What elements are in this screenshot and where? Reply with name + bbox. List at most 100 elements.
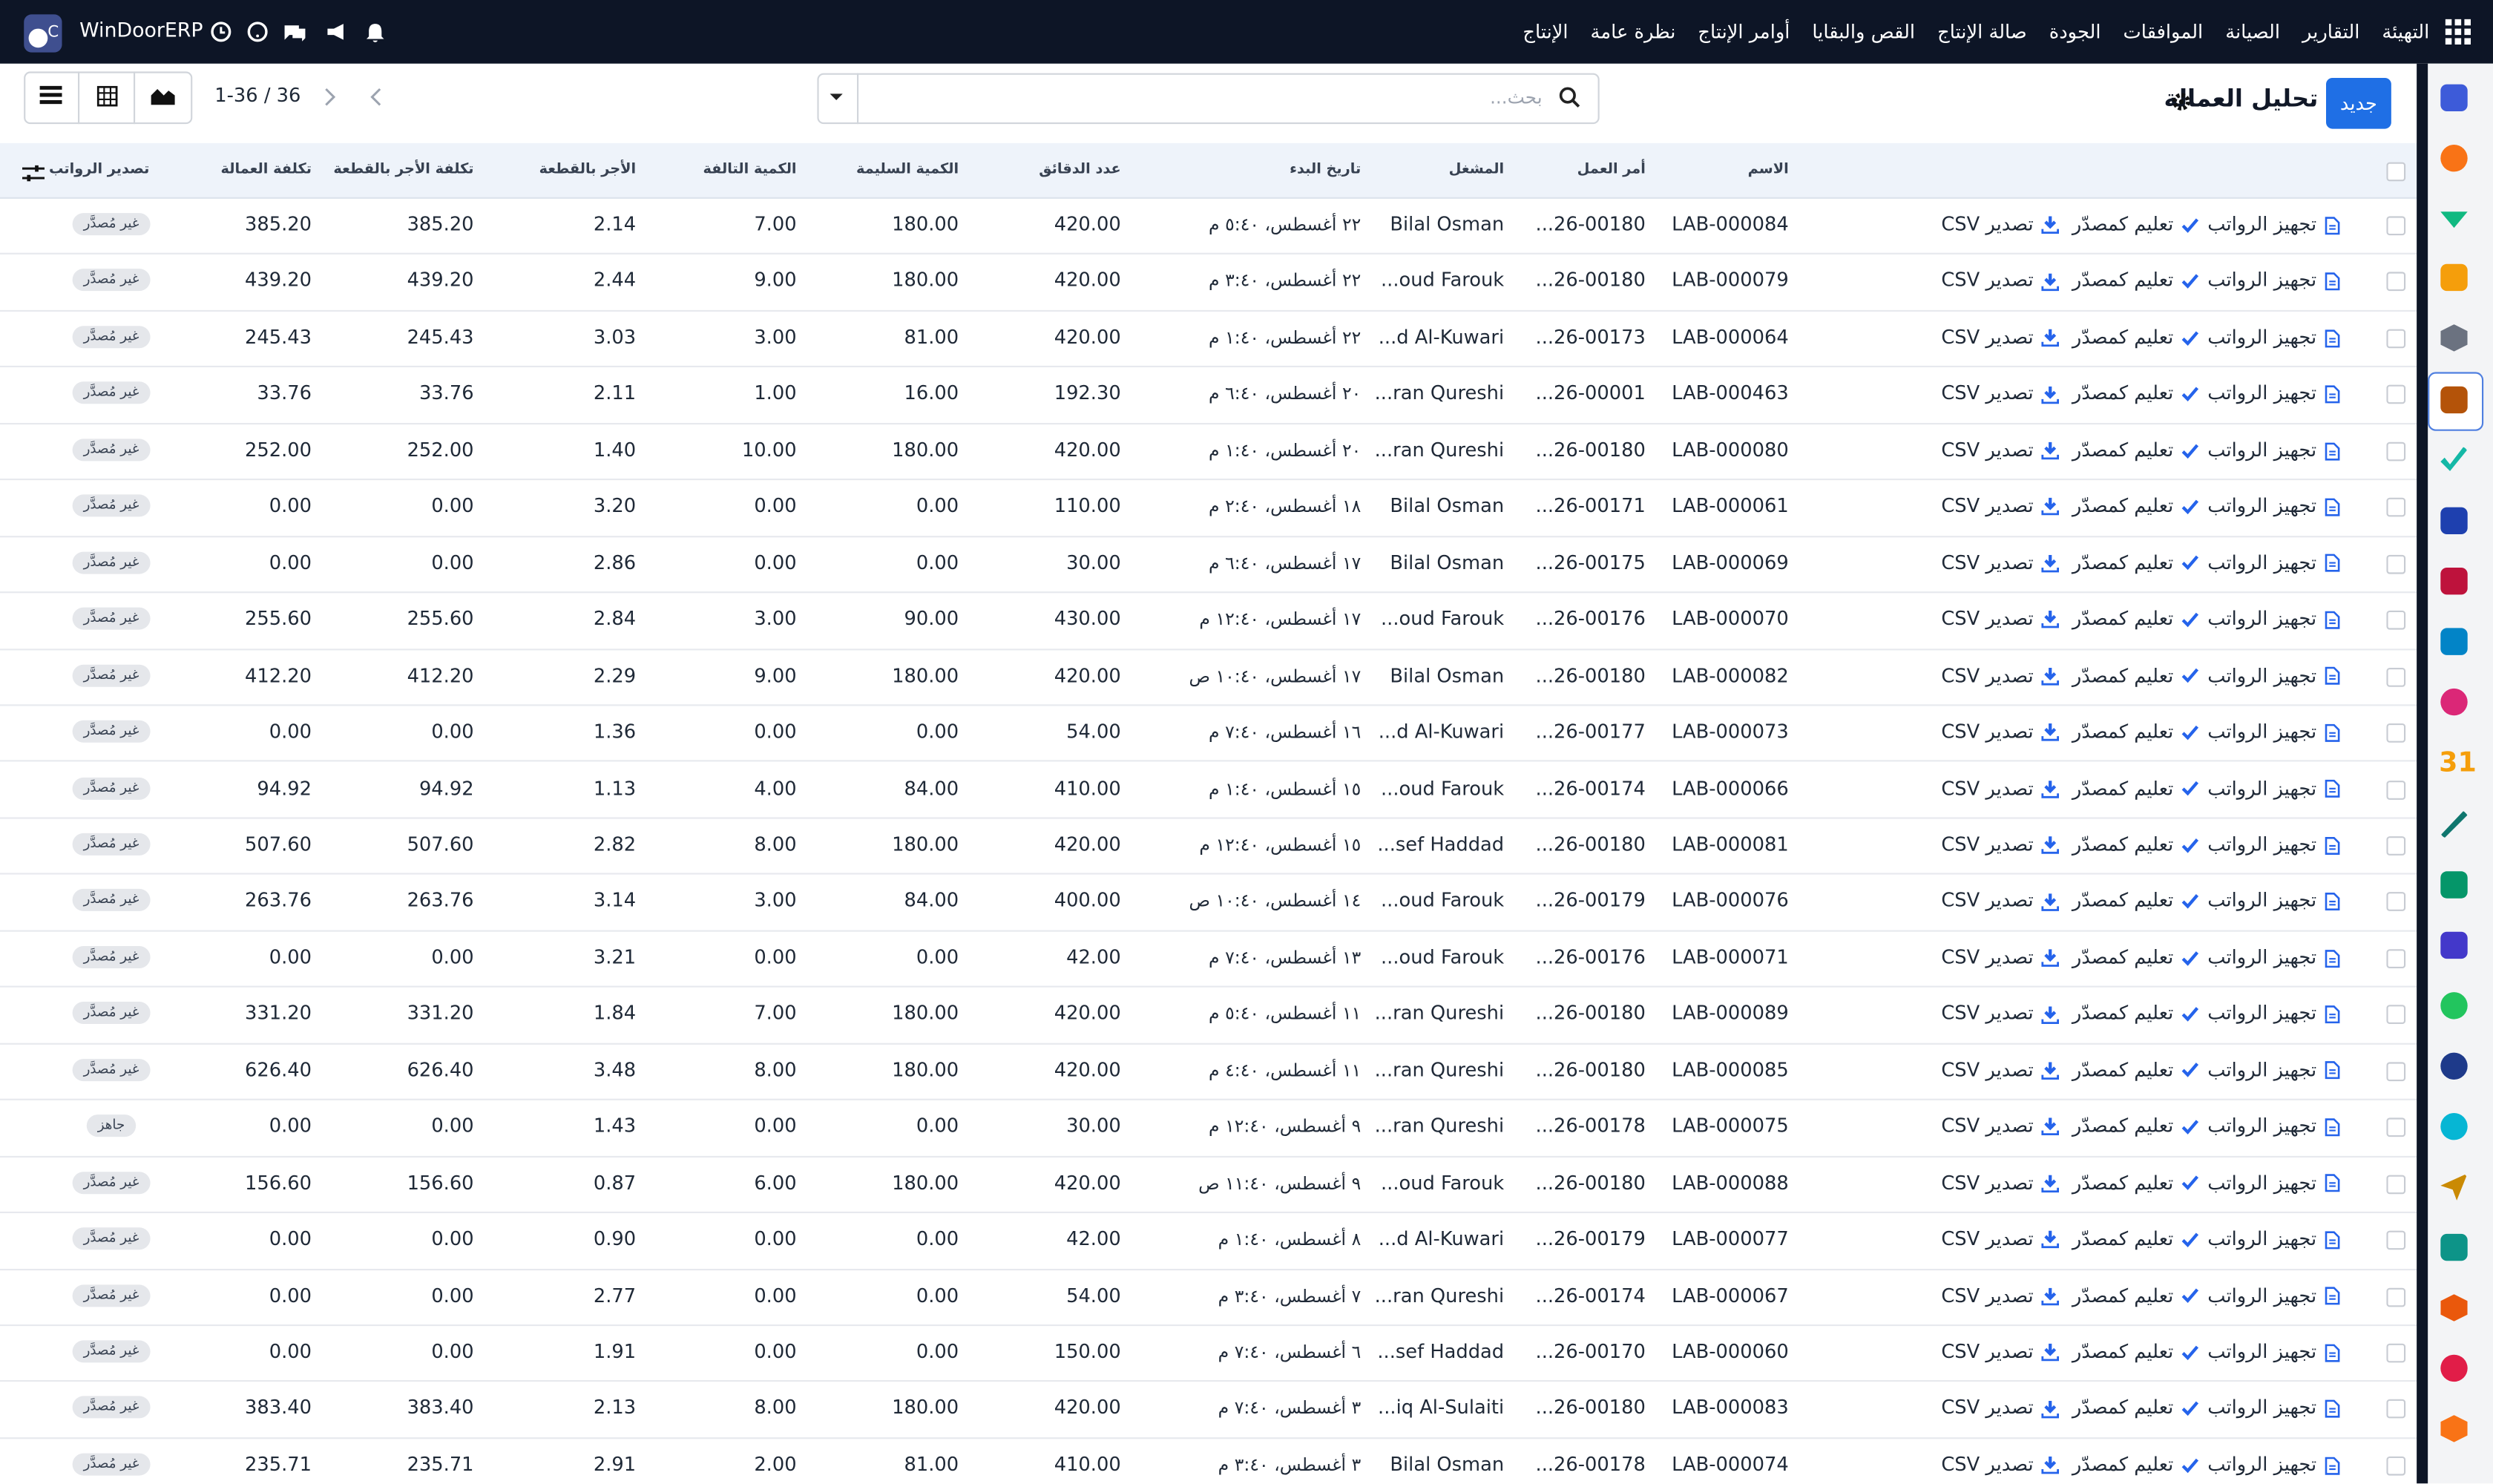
row-action[interactable]: تصدير CSV — [1941, 817, 2059, 873]
row-action[interactable]: تصدير CSV — [1941, 986, 2059, 1043]
row-action[interactable]: تعليم كمصدّر — [2072, 1043, 2199, 1099]
row-checkbox[interactable] — [2386, 836, 2406, 856]
apps-menu[interactable] — [2445, 19, 2471, 45]
row-action[interactable]: تعليم كمصدّر — [2072, 310, 2199, 367]
row-action[interactable]: تصدير CSV — [1941, 648, 2059, 704]
column-header[interactable]: الأجر بالقطعة — [539, 162, 637, 178]
row-action[interactable]: تصدير CSV — [1941, 761, 2059, 817]
row-checkbox[interactable] — [2386, 329, 2406, 349]
row-action[interactable]: تصدير CSV — [1941, 1268, 2059, 1324]
row-action[interactable]: تعليم كمصدّر — [2072, 535, 2199, 591]
list-view[interactable] — [39, 85, 62, 105]
table-row[interactable]: تجهيز الرواتب تعليم كمصدّر تصدير CSV LAB-00… — [0, 1099, 2417, 1158]
table-row[interactable]: تجهيز الرواتب تعليم كمصدّر تصدير CSV LAB-00… — [0, 1268, 2417, 1327]
column-settings[interactable] — [22, 159, 45, 182]
row-action[interactable]: تجهيز الرواتب — [2207, 873, 2340, 930]
app-icon[interactable] — [2440, 507, 2468, 534]
settings-gear[interactable] — [2172, 92, 2191, 111]
table-row[interactable]: تجهيز الرواتب تعليم كمصدّر تصدير CSV LAB-00… — [0, 648, 2417, 706]
row-action[interactable]: تعليم كمصدّر — [2072, 704, 2199, 761]
nav-icons[interactable] — [210, 21, 401, 43]
row-action[interactable]: تعليم كمصدّر — [2072, 930, 2199, 986]
column-header[interactable]: الكمية السليمة — [855, 162, 959, 178]
row-action[interactable]: تعليم كمصدّر — [2072, 254, 2199, 310]
row-checkbox[interactable] — [2386, 441, 2406, 461]
table-row[interactable]: تجهيز الرواتب تعليم كمصدّر تصدير CSV LAB-00… — [0, 704, 2417, 763]
row-action[interactable]: تعليم كمصدّر — [2072, 1155, 2199, 1212]
pivot-view[interactable] — [96, 85, 118, 107]
row-action[interactable]: تصدير CSV — [1941, 704, 2059, 761]
row-action[interactable]: تعليم كمصدّر — [2072, 367, 2199, 423]
row-checkbox[interactable] — [2386, 272, 2406, 292]
table-row[interactable]: تجهيز الرواتب تعليم كمصدّر تصدير CSV LAB-00… — [0, 930, 2417, 988]
row-checkbox[interactable] — [2386, 554, 2406, 574]
row-action[interactable]: تصدير CSV — [1941, 930, 2059, 986]
row-action[interactable]: تصدير CSV — [1941, 1437, 2059, 1484]
table-row[interactable]: تجهيز الرواتب تعليم كمصدّر تصدير CSV LAB-00… — [0, 873, 2417, 932]
row-action[interactable]: تعليم كمصدّر — [2072, 986, 2199, 1043]
row-checkbox[interactable] — [2386, 667, 2406, 686]
row-checkbox[interactable] — [2386, 780, 2406, 799]
app-icon[interactable] — [2440, 931, 2468, 959]
row-action[interactable]: تعليم كمصدّر — [2072, 591, 2199, 648]
row-checkbox[interactable] — [2386, 611, 2406, 630]
app-icon[interactable] — [2440, 992, 2468, 1020]
app-icon[interactable] — [2440, 568, 2468, 595]
table-row[interactable]: تجهيز الرواتب تعليم كمصدّر تصدير CSV LAB-00… — [0, 479, 2417, 537]
row-action[interactable]: تجهيز الرواتب — [2207, 761, 2340, 817]
table-row[interactable]: تجهيز الرواتب تعليم كمصدّر تصدير CSV LAB-00… — [0, 1212, 2417, 1270]
row-action[interactable]: تجهيز الرواتب — [2207, 1437, 2340, 1484]
row-action[interactable]: تصدير CSV — [1941, 254, 2059, 310]
column-header[interactable]: تصدير الرواتب — [48, 162, 150, 178]
row-action[interactable]: تجهيز الرواتب — [2207, 1324, 2340, 1381]
row-action[interactable]: تجهيز الرواتب — [2207, 479, 2340, 536]
pager-next[interactable] — [313, 81, 345, 113]
table-row[interactable]: تجهيز الرواتب تعليم كمصدّر تصدير CSV LAB-00… — [0, 197, 2417, 255]
row-action[interactable]: تجهيز الرواتب — [2207, 254, 2340, 310]
row-action[interactable]: تصدير CSV — [1941, 1155, 2059, 1212]
row-action[interactable]: تجهيز الرواتب — [2207, 1155, 2340, 1212]
row-checkbox[interactable] — [2386, 1399, 2406, 1419]
row-action[interactable]: تجهيز الرواتب — [2207, 817, 2340, 873]
row-action[interactable]: تجهيز الرواتب — [2207, 1099, 2340, 1155]
row-action[interactable]: تصدير CSV — [1941, 535, 2059, 591]
table-row[interactable]: تجهيز الرواتب تعليم كمصدّر تصدير CSV LAB-00… — [0, 535, 2417, 594]
calendar-icon[interactable]: 31 — [2439, 747, 2477, 779]
table-row[interactable]: تجهيز الرواتب تعليم كمصدّر تصدير CSV LAB-00… — [0, 986, 2417, 1045]
menu-item[interactable]: القص والبقايا — [1812, 20, 1916, 43]
row-checkbox[interactable] — [2386, 948, 2406, 968]
row-action[interactable]: تجهيز الرواتب — [2207, 704, 2340, 761]
row-action[interactable]: تعليم كمصدّر — [2072, 1381, 2199, 1437]
menu-item[interactable]: الموافقات — [2123, 20, 2204, 43]
menu-item[interactable]: أوامر الإنتاج — [1698, 20, 1790, 43]
row-action[interactable]: تصدير CSV — [1941, 1099, 2059, 1155]
table-row[interactable]: تجهيز الرواتب تعليم كمصدّر تصدير CSV LAB-00… — [0, 591, 2417, 650]
row-action[interactable]: تجهيز الرواتب — [2207, 986, 2340, 1043]
column-header[interactable]: تكلفة الأجر بالقطعة — [333, 162, 474, 178]
row-action[interactable]: تصدير CSV — [1941, 479, 2059, 536]
row-action[interactable]: تعليم كمصدّر — [2072, 1268, 2199, 1324]
row-action[interactable]: تصدير CSV — [1941, 423, 2059, 479]
row-action[interactable]: تجهيز الرواتب — [2207, 310, 2340, 367]
row-checkbox[interactable] — [2386, 1343, 2406, 1363]
row-action[interactable]: تصدير CSV — [1941, 1043, 2059, 1099]
row-action[interactable]: تعليم كمصدّر — [2072, 423, 2199, 479]
table-row[interactable]: تجهيز الرواتب تعليم كمصدّر تصدير CSV LAB-00… — [0, 1043, 2417, 1101]
column-header[interactable]: الاسم — [1747, 162, 1789, 178]
brand[interactable]: WinDoorERP — [79, 17, 203, 42]
row-action[interactable]: تجهيز الرواتب — [2207, 367, 2340, 423]
menu-item[interactable]: الإنتاج — [1523, 20, 1569, 43]
app-icon[interactable] — [2440, 1052, 2468, 1080]
row-action[interactable]: تصدير CSV — [1941, 1212, 2059, 1268]
row-action[interactable]: تجهيز الرواتب — [2207, 591, 2340, 648]
table-row[interactable]: تجهيز الرواتب تعليم كمصدّر تصدير CSV LAB-00… — [0, 761, 2417, 819]
row-checkbox[interactable] — [2386, 385, 2406, 405]
search-dropdown[interactable] — [828, 92, 844, 102]
row-checkbox[interactable] — [2386, 892, 2406, 912]
menu-item[interactable]: التقارير — [2302, 20, 2360, 43]
row-action[interactable]: تجهيز الرواتب — [2207, 423, 2340, 479]
row-checkbox[interactable] — [2386, 498, 2406, 517]
table-row[interactable]: تجهيز الرواتب تعليم كمصدّر تصدير CSV LAB-00… — [0, 423, 2417, 481]
app-icon[interactable] — [2440, 145, 2468, 172]
search-icon[interactable] — [1558, 86, 1580, 108]
